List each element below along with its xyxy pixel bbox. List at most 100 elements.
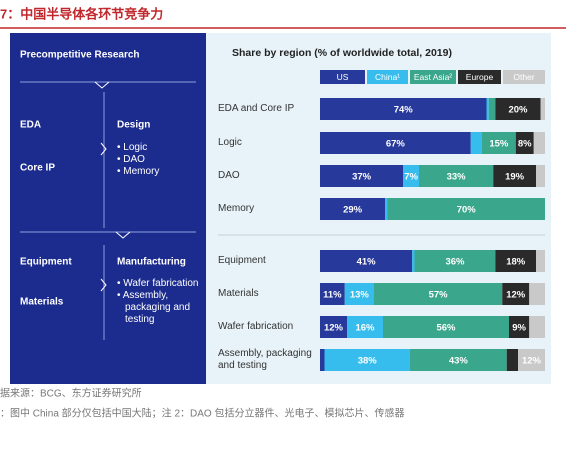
bar-segment	[493, 165, 536, 187]
bar-segment	[383, 316, 509, 338]
panel-label: Design	[117, 120, 150, 131]
category-label: Equipment	[218, 255, 266, 266]
bar-segment	[506, 349, 518, 371]
bar-segment	[486, 98, 489, 120]
bar-segment	[495, 250, 536, 272]
bar-segment	[470, 132, 482, 154]
chevron	[115, 231, 131, 239]
bar-segment	[347, 316, 383, 338]
data-label: 9%	[512, 323, 526, 334]
figure-title: 7：中国半导体各环节竞争力	[0, 6, 163, 21]
source-note: 据来源：BCG、东方证券研究所	[0, 387, 142, 400]
bar-segment	[412, 250, 415, 272]
text-box: Logic	[218, 137, 242, 148]
data-label: 36%	[445, 257, 465, 268]
bar-segment	[320, 283, 345, 305]
data-label: 16%	[355, 323, 375, 334]
bullet-item: • Assembly, packaging and testing	[117, 290, 191, 325]
text-box: Assembly, packaging and testing	[218, 348, 312, 371]
bar-segment	[529, 283, 545, 305]
category-label: Materials	[218, 288, 259, 299]
bar-segment	[387, 198, 545, 220]
panel-label: Equipment	[20, 257, 72, 268]
bar-segment	[344, 283, 374, 305]
bar-segment	[374, 283, 503, 305]
panel-label: Core IP	[20, 163, 55, 174]
bar-segment	[515, 132, 534, 154]
legend-swatch	[503, 70, 545, 84]
bar-segment	[414, 250, 496, 272]
data-label: 56%	[436, 323, 456, 334]
data-label: 15%	[489, 139, 509, 150]
bar-segment	[502, 283, 530, 305]
data-label: 74%	[394, 105, 414, 116]
data-label: 7%	[404, 172, 418, 183]
data-label: 11%	[323, 290, 342, 301]
bar-segment	[536, 250, 545, 272]
legend-swatch	[320, 70, 365, 84]
data-label: 12%	[324, 323, 344, 334]
chevron	[100, 142, 107, 156]
bar-segment	[410, 349, 507, 371]
data-label: 37%	[352, 172, 372, 183]
category-label: DAO	[218, 170, 240, 181]
data-label: 13%	[350, 290, 370, 301]
text-box: • Logic• DAO• Memory	[117, 142, 160, 177]
text-box: Materials	[218, 288, 259, 299]
panel-label: EDA	[20, 120, 41, 131]
legend-swatch	[458, 70, 501, 84]
bullet-item: • Logic	[117, 142, 148, 153]
bar-segment	[320, 316, 347, 338]
category-label: Wafer fabrication	[218, 321, 294, 332]
bar-segment	[403, 165, 419, 187]
legend-swatch	[410, 70, 456, 84]
panel-label: Materials	[20, 297, 64, 308]
bullet-item: • DAO	[117, 154, 145, 165]
chevron	[100, 278, 107, 292]
data-label: 67%	[386, 139, 406, 150]
data-label: 8%	[518, 139, 532, 150]
bar-segment	[529, 316, 545, 338]
data-label: 19%	[505, 172, 525, 183]
bar-segment	[518, 349, 545, 371]
text-box: EDA and Core IP	[218, 103, 295, 114]
bullet-item: • Memory	[117, 166, 160, 177]
data-label: 33%	[447, 172, 467, 183]
text-box: Equipment	[218, 255, 266, 266]
category-label: EDA and Core IP	[218, 103, 295, 114]
bar-segment	[488, 98, 496, 120]
bar-segment	[320, 132, 471, 154]
bullet-item: • Wafer fabrication	[117, 278, 199, 289]
data-label: 18%	[506, 257, 526, 268]
chart-subtitle: Share by region (% of worldwide total, 2…	[232, 47, 452, 59]
data-label: 38%	[358, 356, 378, 367]
bar-segment	[320, 165, 404, 187]
data-label: 12%	[522, 356, 542, 367]
legend-label: China¹	[375, 72, 400, 82]
category-label: Memory	[218, 203, 255, 214]
legend-swatch	[367, 70, 408, 84]
bar-segment	[533, 132, 545, 154]
text-box: DAO	[218, 170, 240, 181]
chevron	[94, 81, 110, 89]
bar-segment	[320, 198, 386, 220]
bar-segment	[536, 165, 545, 187]
text-box: Memory	[218, 203, 255, 214]
bar-segment	[385, 198, 388, 220]
bar-segment	[495, 98, 541, 120]
legend-label: East Asia²	[414, 72, 452, 82]
bar-segment	[320, 250, 413, 272]
data-label: 57%	[429, 290, 449, 301]
bar-segment	[320, 98, 487, 120]
footnote: ：图中 China 部分仅包括中国大陆；注 2：DAO 包括分立器件、光电子、模…	[0, 407, 404, 420]
data-label: 20%	[508, 105, 528, 116]
bar-segment	[320, 349, 325, 371]
bar-segment	[482, 132, 516, 154]
bar-segment	[324, 349, 410, 371]
bar-segment	[509, 316, 530, 338]
bar-segment	[540, 98, 545, 120]
legend-label: Europe	[466, 72, 494, 82]
category-label: Assembly, packaging and testing	[218, 348, 312, 371]
legend-label: US	[337, 72, 349, 82]
